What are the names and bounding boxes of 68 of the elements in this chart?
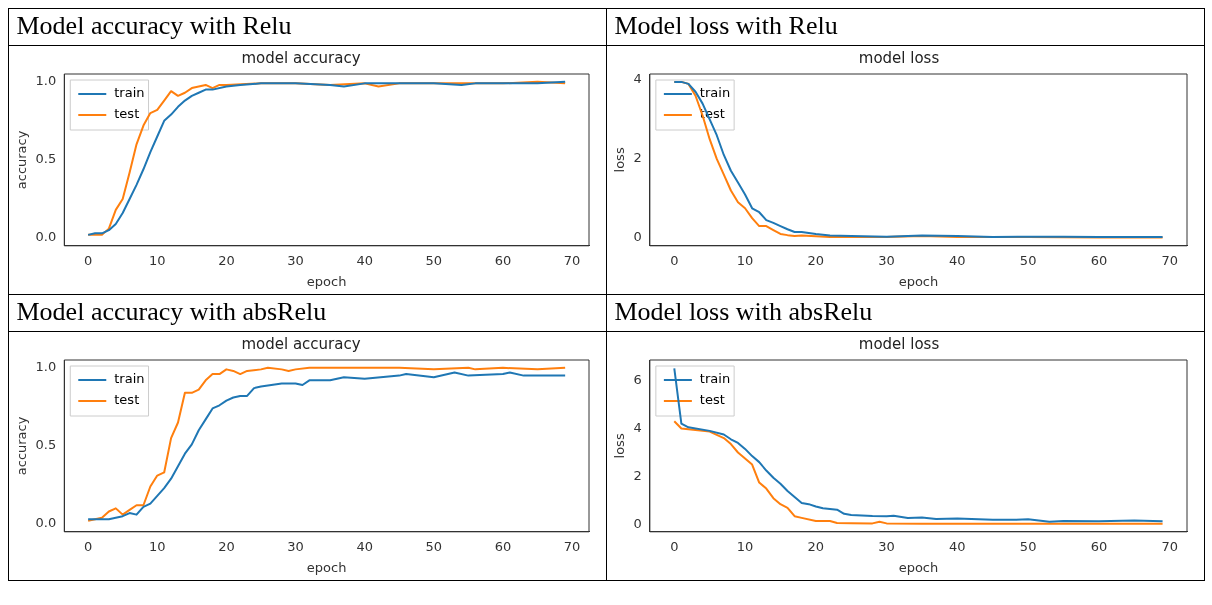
legend-label: test [113, 391, 139, 407]
y-axis-title: accuracy [13, 129, 29, 189]
y-tick-label: 4 [633, 419, 642, 435]
x-tick-label: 20 [807, 538, 824, 554]
x-tick-label: 70 [563, 538, 580, 554]
x-axis-title: epoch [306, 559, 346, 575]
x-tick-label: 50 [1019, 538, 1036, 554]
x-tick-label: 40 [948, 538, 966, 554]
y-tick-label: 0.0 [35, 228, 56, 244]
chart-title: Model accuracy with absRelu [8, 294, 606, 332]
x-tick-label: 30 [877, 252, 895, 268]
x-tick-label: 0 [669, 252, 678, 268]
x-tick-label: 10 [736, 538, 753, 554]
x-tick-label: 30 [877, 538, 895, 554]
x-tick-label: 50 [425, 252, 442, 268]
x-tick-label: 60 [1090, 252, 1107, 268]
y-tick-label: 0.5 [35, 436, 56, 452]
x-axis-title: epoch [898, 559, 938, 575]
chart-subtitle: model loss [858, 48, 939, 67]
x-tick-label: 50 [425, 538, 442, 554]
x-axis-title: epoch [306, 273, 346, 289]
x-tick-label: 10 [736, 252, 753, 268]
chart-subtitle: model loss [858, 334, 939, 353]
x-tick-label: 0 [669, 538, 678, 554]
x-tick-label: 60 [1090, 538, 1107, 554]
legend-label: train [113, 370, 145, 386]
x-tick-label: 40 [355, 538, 373, 554]
y-tick-label: 0.0 [35, 514, 56, 530]
x-tick-label: 50 [1019, 252, 1036, 268]
x-tick-label: 70 [563, 252, 580, 268]
x-tick-label: 70 [1160, 538, 1178, 554]
y-tick-label: 6 [633, 371, 642, 387]
chart-subtitle: model accuracy [240, 48, 361, 67]
x-tick-label: 10 [148, 252, 166, 268]
chart-subtitle: model accuracy [240, 334, 361, 353]
x-tick-label: 10 [148, 538, 166, 554]
legend-label: test [113, 105, 139, 121]
x-tick-label: 20 [217, 252, 235, 268]
legend-label: test [699, 391, 725, 407]
x-axis-title: epoch [898, 273, 938, 289]
y-axis-title: accuracy [13, 415, 29, 475]
x-tick-label: 40 [355, 252, 373, 268]
y-tick-label: 0 [633, 228, 642, 244]
legend-label: train [699, 84, 730, 100]
chart-title: Model accuracy with Relu [8, 8, 606, 46]
legend-label: train [699, 370, 730, 386]
x-tick-label: 0 [83, 538, 92, 554]
x-tick-label: 30 [286, 252, 304, 268]
chart-title: Model loss with absRelu [606, 294, 1204, 332]
x-tick-label: 30 [286, 538, 304, 554]
y-tick-label: 0.5 [35, 150, 56, 166]
x-tick-label: 70 [1160, 252, 1178, 268]
x-tick-label: 20 [217, 538, 235, 554]
y-tick-label: 2 [633, 467, 642, 483]
x-tick-label: 0 [83, 252, 92, 268]
x-tick-label: 20 [807, 252, 824, 268]
y-tick-label: 2 [633, 149, 642, 165]
x-tick-label: 60 [494, 538, 511, 554]
chart-title: Model loss with Relu [606, 8, 1204, 46]
x-tick-label: 40 [948, 252, 966, 268]
legend-label: train [113, 84, 145, 100]
y-axis-title: loss [611, 432, 627, 458]
x-tick-label: 60 [494, 252, 511, 268]
y-tick-label: 4 [633, 70, 642, 86]
y-tick-label: 1.0 [35, 72, 56, 88]
y-axis-title: loss [611, 146, 627, 172]
y-tick-label: 1.0 [35, 358, 56, 374]
y-tick-label: 0 [633, 515, 642, 531]
